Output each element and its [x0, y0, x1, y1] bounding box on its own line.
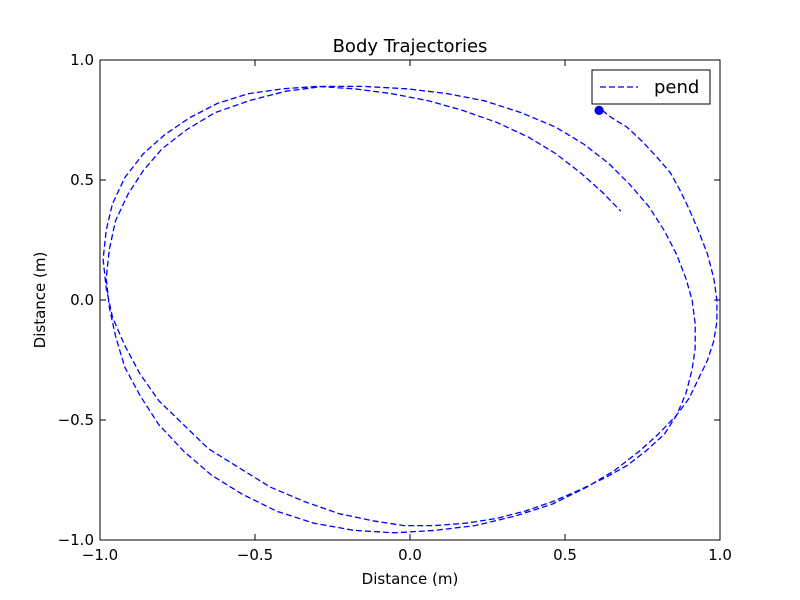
y-tick-label: −0.5	[58, 411, 94, 429]
plot-area: −1.0 −0.5 0.0 0.5 1.0 −1.0 −0.5 0.0 0.5 1.0	[58, 51, 732, 564]
x-tick-label: 1.0	[708, 546, 732, 564]
series-line-pend	[102, 85, 718, 534]
ticks: −1.0 −0.5 0.0 0.5 1.0 −1.0 −0.5 0.0 0.5 1.0	[58, 51, 732, 564]
legend-label-pend: pend	[654, 77, 699, 98]
x-tick-label: −1.0	[82, 546, 118, 564]
x-tick-label: 0.0	[398, 546, 422, 564]
x-tick-label: 0.5	[553, 546, 577, 564]
y-tick-label: −1.0	[58, 531, 94, 549]
x-tick-label: −0.5	[237, 546, 273, 564]
y-tick-label: 0.0	[70, 291, 94, 309]
legend: pend	[591, 69, 711, 105]
series-end-marker-pend	[594, 105, 604, 116]
y-tick-label: 1.0	[70, 51, 94, 69]
series-layer	[102, 85, 718, 534]
chart-title: Body Trajectories	[333, 36, 488, 57]
x-axis-label: Distance (m)	[362, 570, 459, 588]
y-tick-label: 0.5	[70, 171, 94, 189]
y-axis-label: Distance (m)	[31, 252, 49, 349]
axes-frame	[99, 59, 721, 541]
